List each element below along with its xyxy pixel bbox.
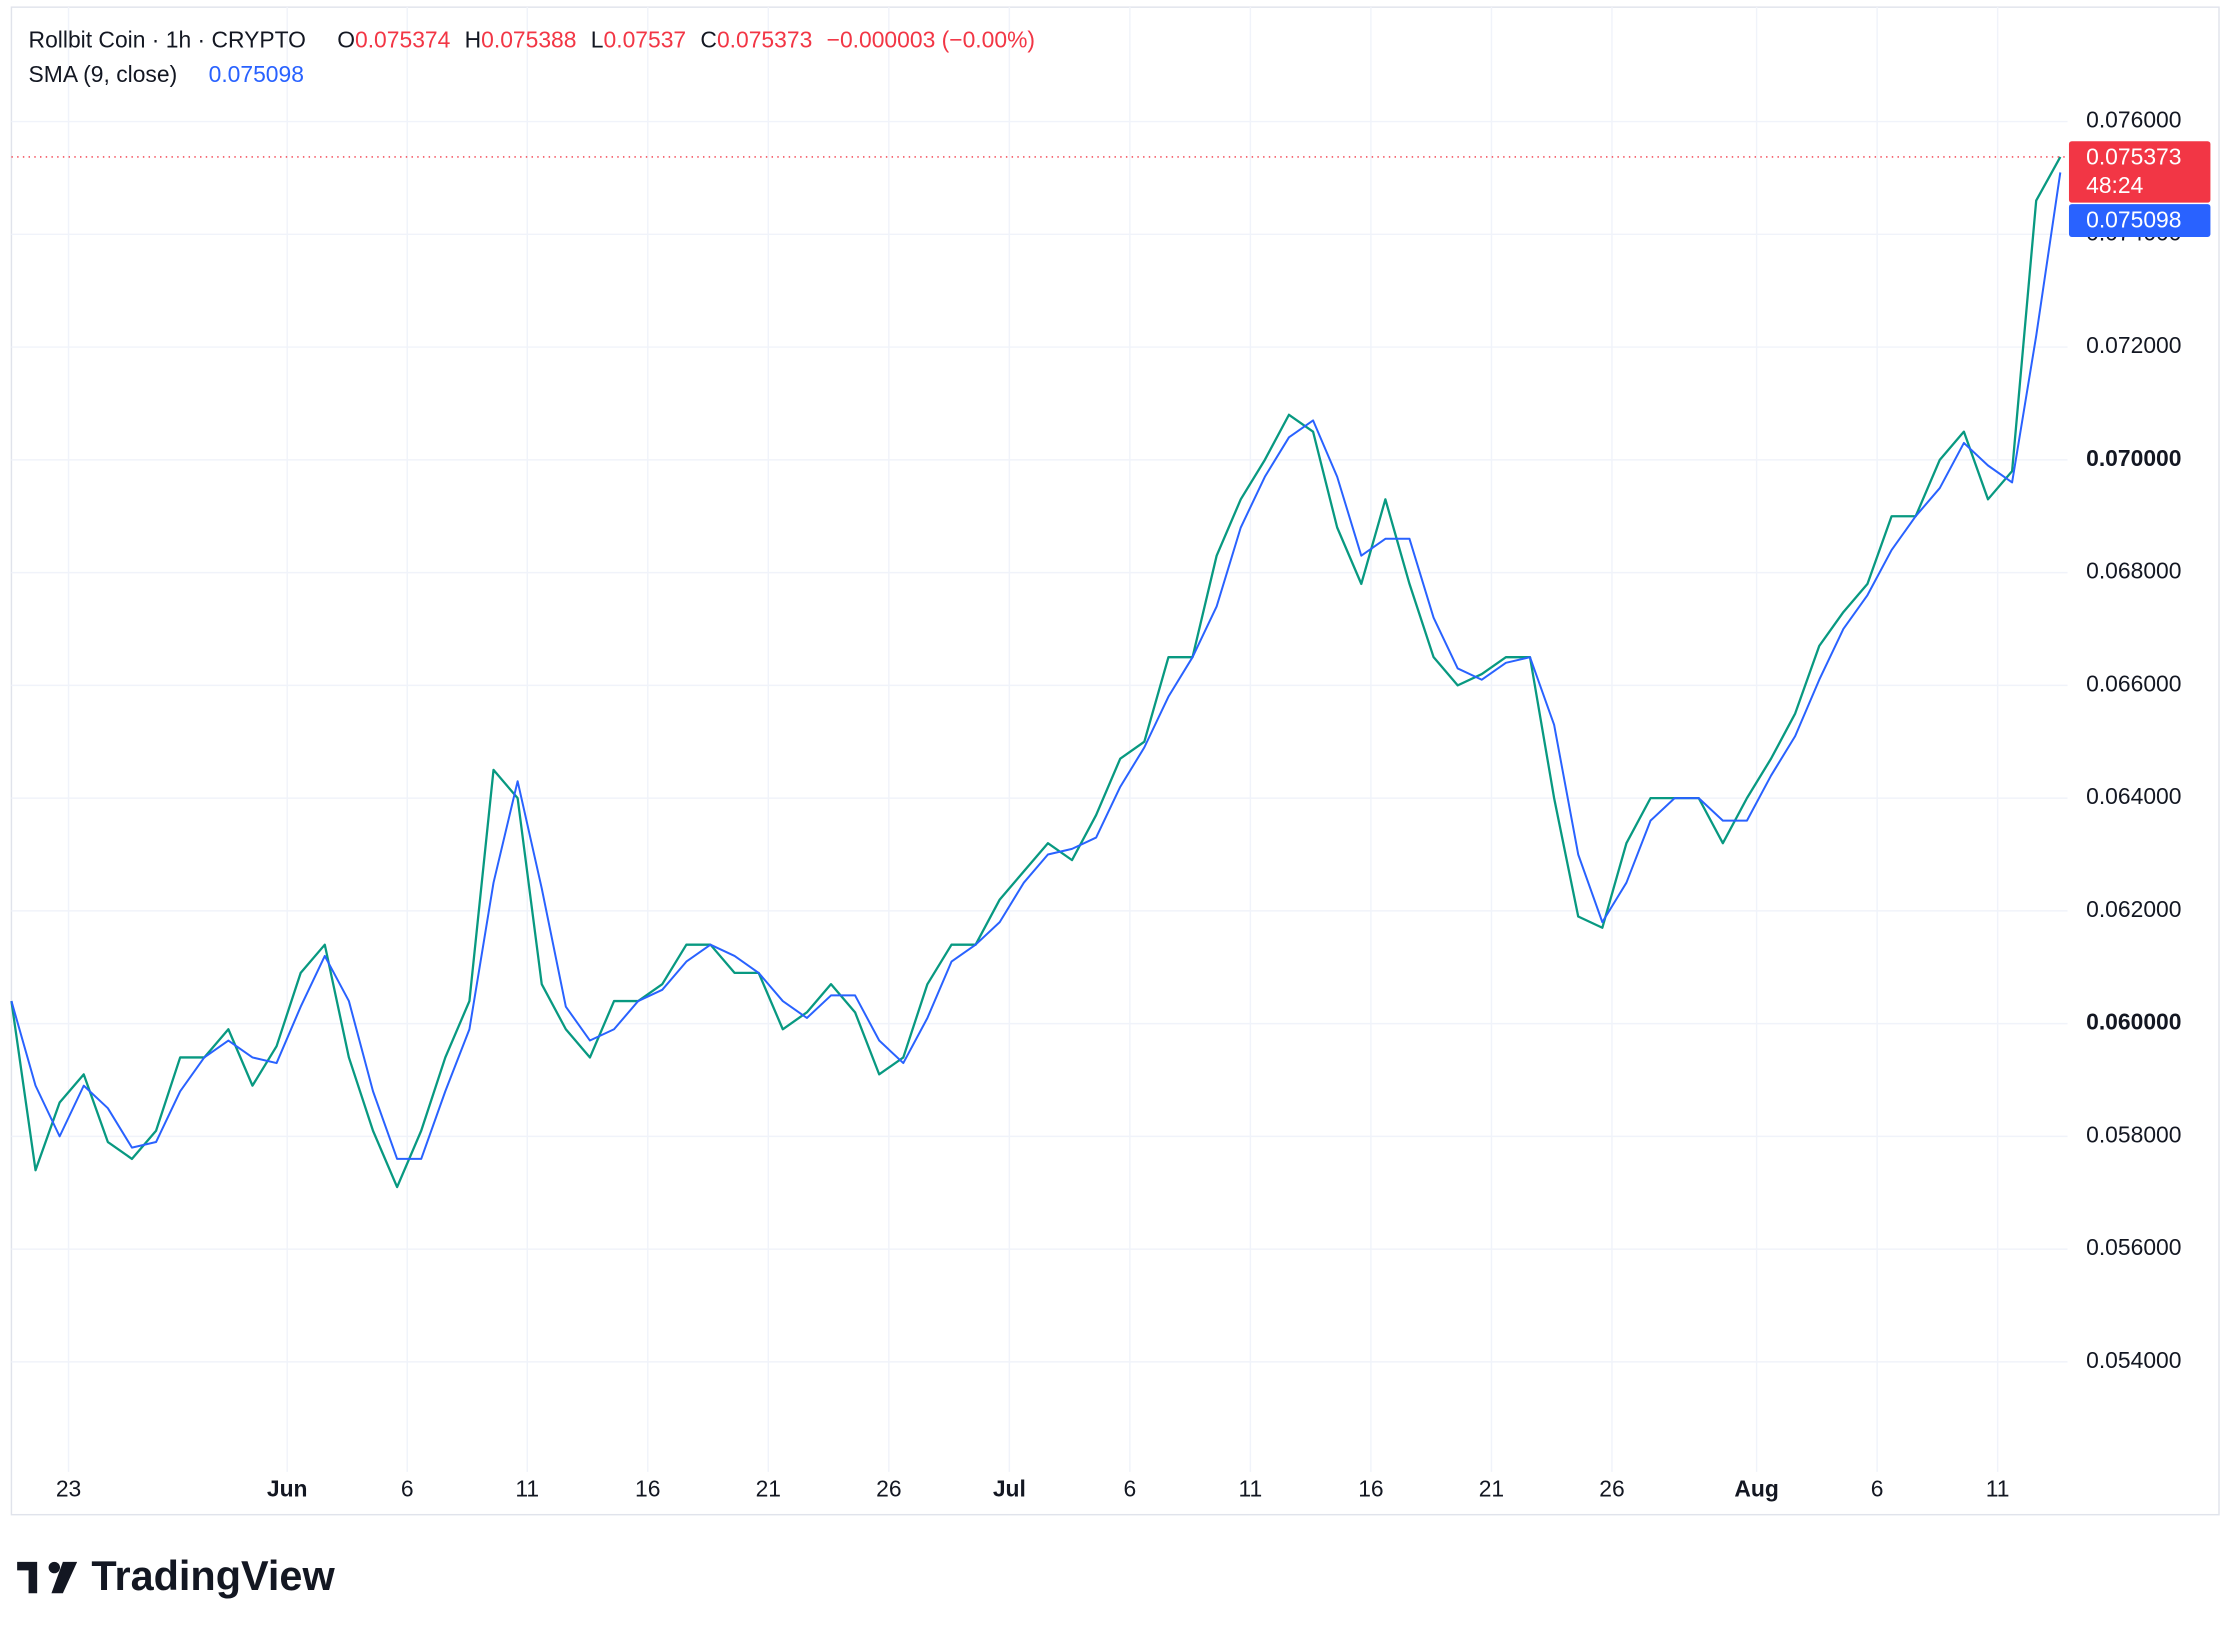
y-tick-label: 0.070000: [2086, 445, 2181, 471]
brand-logo: [17, 1561, 49, 1594]
x-tick-label: 16: [1358, 1475, 1383, 1501]
y-tick-label: 0.072000: [2086, 332, 2181, 358]
brand-logo-dot: [48, 1561, 61, 1574]
x-tick-label: 23: [56, 1475, 81, 1501]
x-tick-label: 11: [1239, 1475, 1263, 1501]
x-tick-label: 11: [515, 1475, 539, 1501]
countdown-label: 48:24: [2086, 172, 2143, 198]
y-tick-label: 0.062000: [2086, 896, 2181, 922]
sma-line: [10, 172, 2062, 1160]
ohlc-close: 0.075373: [717, 26, 812, 52]
x-tick-label: 21: [756, 1475, 781, 1501]
x-tick-label: Jul: [993, 1475, 1026, 1501]
plot: [10, 156, 2068, 1189]
x-tick-label: 6: [401, 1475, 414, 1501]
x-tick-label: Jun: [267, 1475, 308, 1501]
ohlc-open: 0.075374: [355, 26, 451, 52]
ohlc-change: −0.000003 (−0.00%): [827, 26, 1035, 52]
sma-tag: [2068, 204, 2211, 237]
axes: 0.054000 0.056000 0.058000 0.060000 0.062000…: [56, 107, 2211, 1501]
ohlc-h-label: H: [465, 26, 482, 52]
sma-tag-label: 0.075098: [2086, 206, 2181, 232]
symbol-title: Rollbit Coin · 1h · CRYPTO: [29, 26, 306, 52]
last-price-tag: [2068, 141, 2211, 203]
chart-frame: [10, 6, 2220, 1516]
y-tick-label: 0.064000: [2086, 783, 2181, 809]
indicator-name: SMA (9, close): [29, 61, 178, 87]
ohlc-legend: O0.075374 H0.075388 L0.07537 C0.075373 −0.00…: [337, 26, 1035, 52]
ohlc-l-label: L: [591, 26, 604, 52]
x-tick-label: 21: [1479, 1475, 1504, 1501]
x-tick-label: 6: [1124, 1475, 1137, 1501]
x-tick-label: 26: [1599, 1475, 1624, 1501]
y-tick-label: 0.076000: [2086, 107, 2181, 133]
price-line: [10, 156, 2062, 1189]
x-tick-label: 26: [876, 1475, 901, 1501]
y-tick-label: 0.060000: [2086, 1009, 2181, 1035]
ohlc-high: 0.075388: [481, 26, 576, 52]
ohlc-low: 0.07537: [604, 26, 687, 52]
brand: TradingView: [17, 1552, 335, 1599]
last-price-label: 0.075373: [2086, 143, 2181, 169]
x-tick-label: 11: [1986, 1475, 2010, 1501]
y-tick-label: 0.058000: [2086, 1121, 2181, 1147]
x-tick-label: Aug: [1734, 1475, 1778, 1501]
x-tick-label: 6: [1871, 1475, 1884, 1501]
x-tick-label: 16: [635, 1475, 660, 1501]
brand-name: TradingView: [91, 1552, 335, 1599]
brand-logo-slash: [51, 1561, 78, 1594]
y-tick-label: 0.066000: [2086, 670, 2181, 696]
ohlc-o-label: O: [337, 26, 355, 52]
y-tick-label: 0.056000: [2086, 1234, 2181, 1260]
grid: [11, 7, 2068, 1472]
y-tick-label: 0.068000: [2086, 558, 2181, 584]
y-tick-label: 0.054000: [2086, 1347, 2181, 1373]
indicator-value: 0.075098: [209, 61, 304, 87]
ohlc-c-label: C: [700, 26, 717, 52]
